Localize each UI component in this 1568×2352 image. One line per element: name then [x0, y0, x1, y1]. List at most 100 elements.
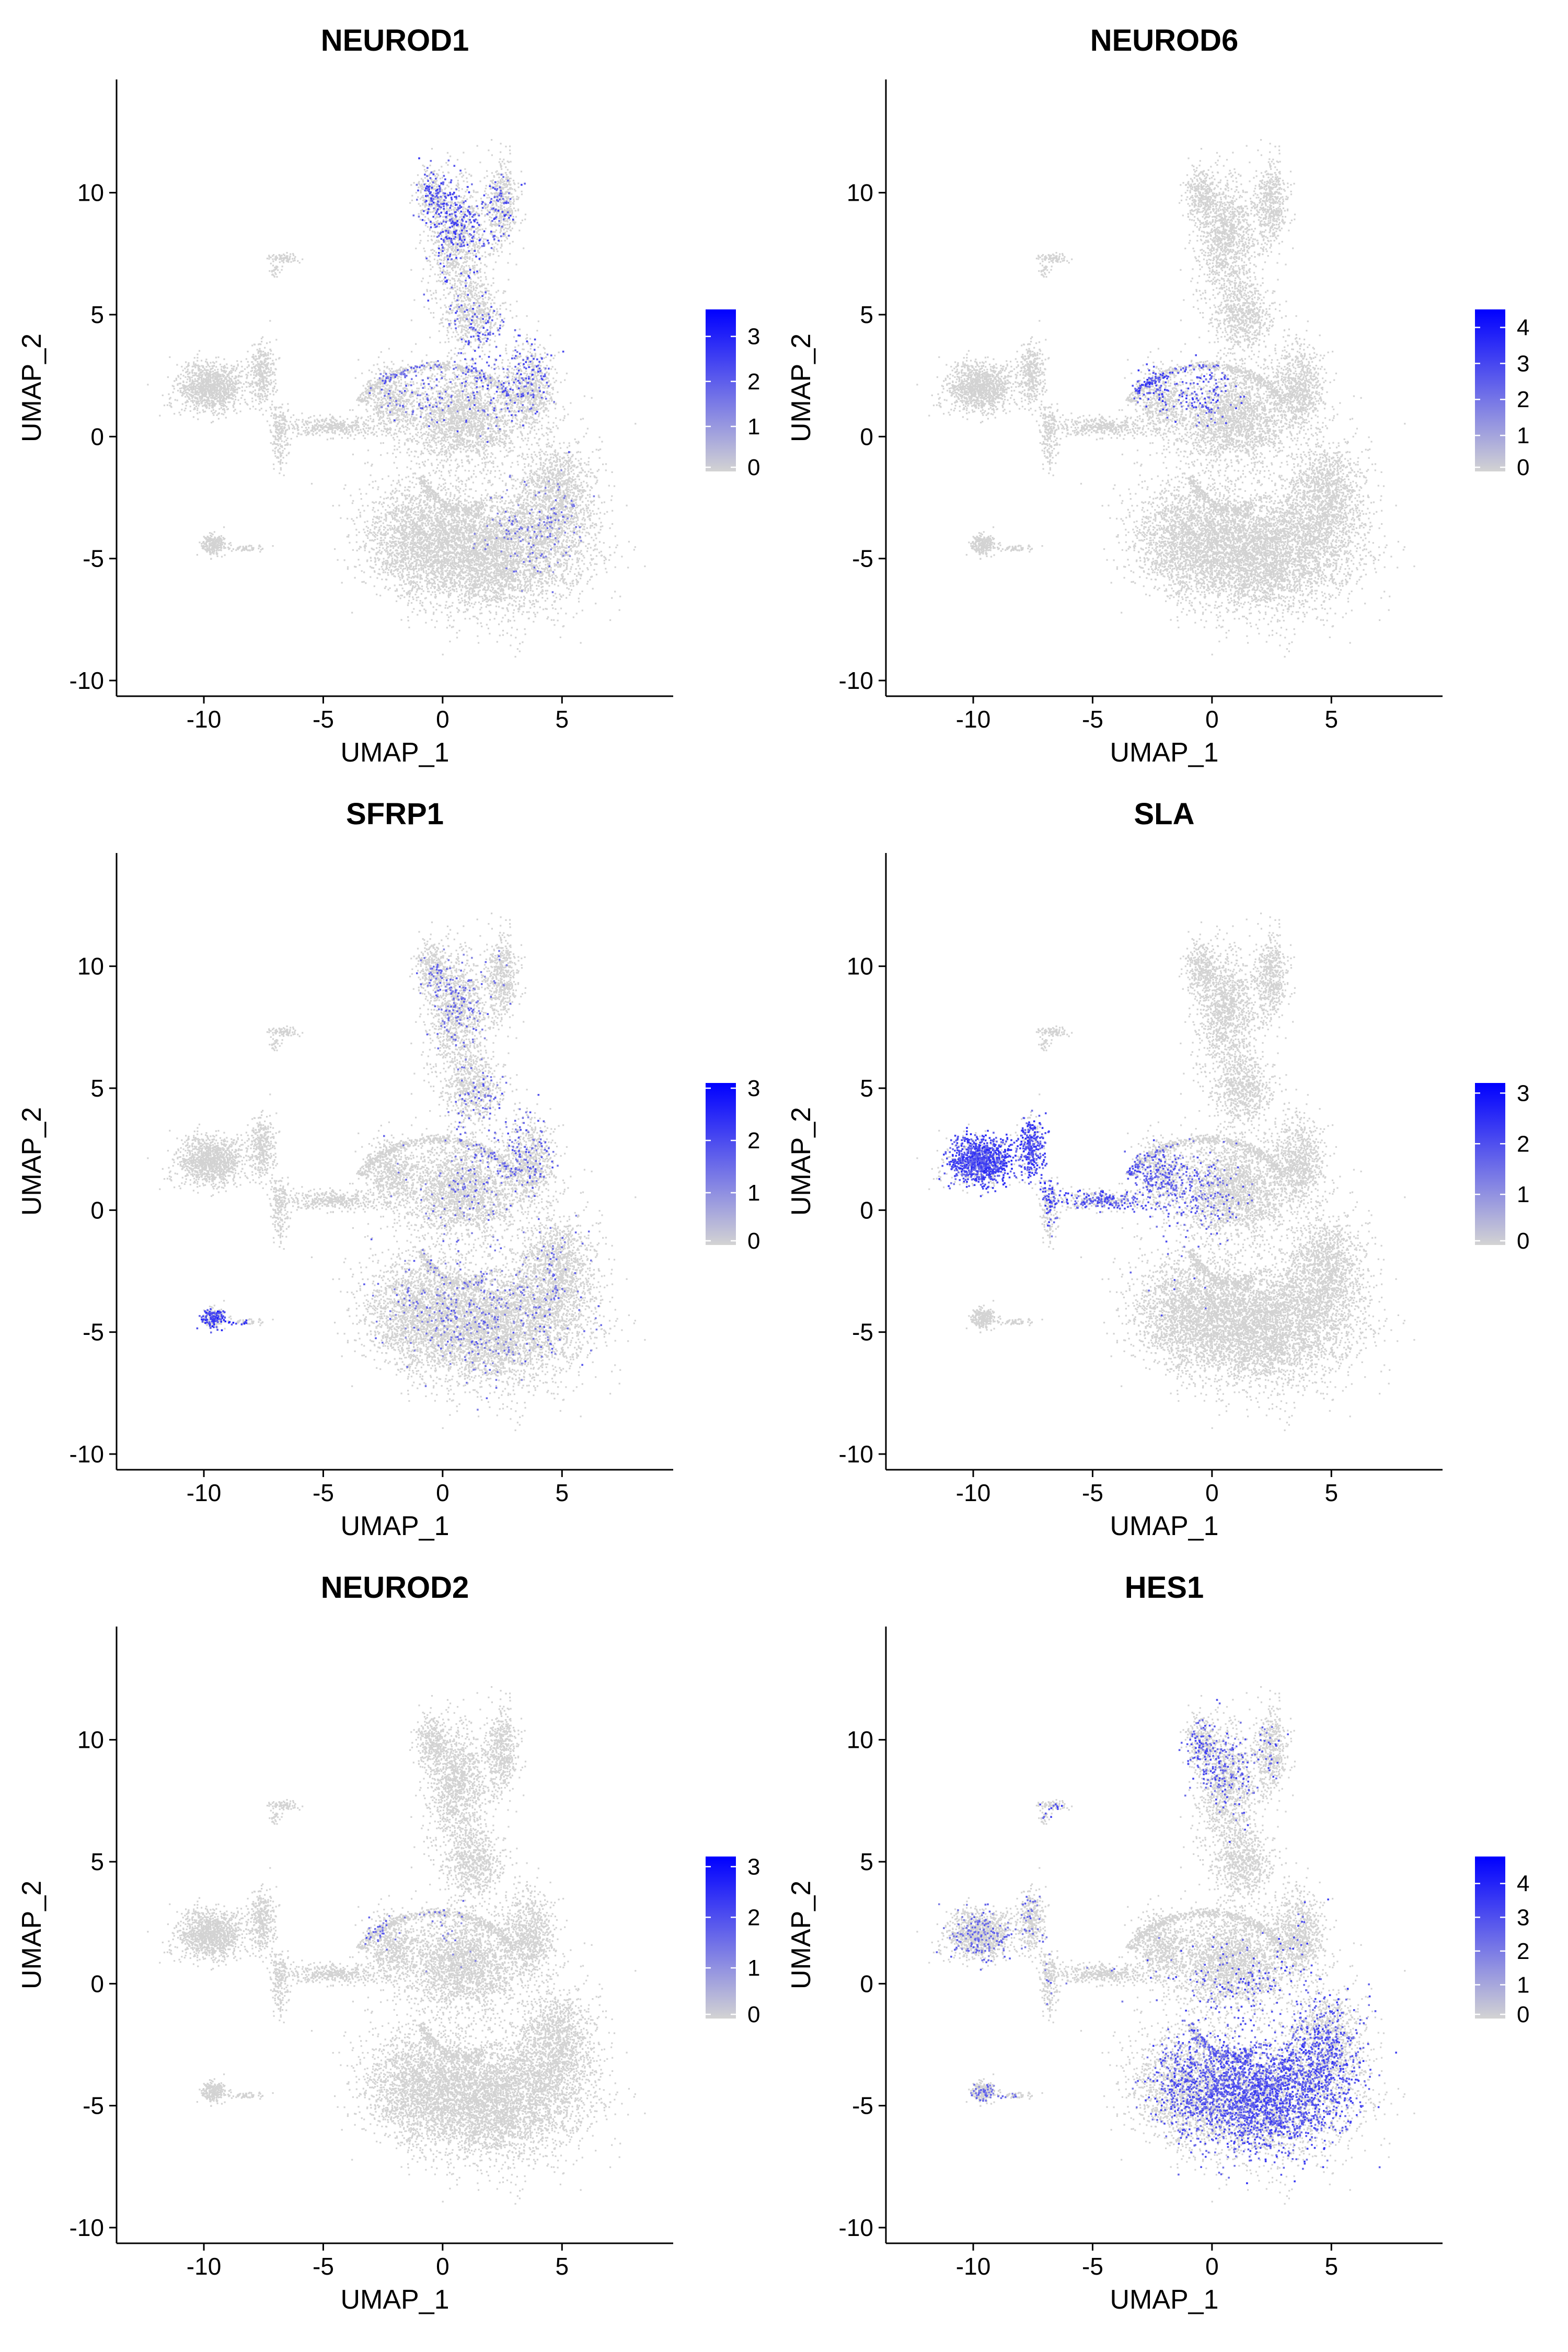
cell-point	[619, 609, 620, 611]
cell-point	[511, 549, 513, 550]
cell-point	[392, 566, 394, 567]
cell-point	[532, 584, 533, 586]
cell-point	[514, 596, 515, 597]
cell-point	[586, 527, 588, 529]
cell-point	[488, 628, 489, 629]
cell-point	[451, 605, 453, 607]
cell-point	[521, 584, 522, 586]
cell-point	[551, 582, 553, 584]
cell-point	[504, 615, 506, 616]
cell-point	[511, 533, 512, 534]
cell-point	[617, 545, 618, 546]
cell-point	[519, 559, 521, 560]
cell-point	[409, 581, 410, 583]
cell-point	[374, 585, 375, 587]
cell-point	[444, 548, 446, 549]
cell-point	[502, 630, 504, 631]
cell-point	[566, 545, 568, 546]
cell-point	[494, 505, 496, 506]
cell-point	[509, 563, 511, 565]
cell-point	[514, 620, 515, 621]
cell-point	[461, 524, 463, 525]
cell-point	[566, 539, 568, 541]
cell-point	[495, 492, 497, 493]
cell-point	[575, 550, 577, 552]
cell-point	[361, 570, 363, 572]
cell-point	[386, 565, 387, 567]
cell-point	[585, 535, 586, 536]
cell-point	[420, 569, 422, 571]
cell-point	[482, 598, 483, 599]
cell-point	[523, 599, 525, 601]
cell-point	[569, 527, 570, 529]
cell-point	[464, 549, 465, 551]
cell-point	[580, 550, 582, 551]
cell-point	[606, 571, 607, 573]
cell-point	[495, 495, 497, 497]
cell-point	[396, 590, 398, 592]
cell-point	[595, 603, 596, 604]
cell-point	[429, 583, 430, 584]
cell-point	[360, 512, 361, 513]
cell-point	[557, 620, 559, 621]
cell-point	[459, 630, 460, 631]
cell-point	[496, 501, 498, 503]
cell-point	[479, 596, 481, 597]
cell-point	[479, 609, 481, 610]
cell-point	[485, 592, 486, 593]
cell-point	[563, 562, 565, 563]
cell-point	[553, 556, 555, 558]
cell-point	[487, 604, 488, 606]
cell-point	[508, 541, 509, 543]
cell-point	[522, 495, 523, 497]
cell-point	[502, 518, 503, 520]
cell-point	[495, 612, 497, 613]
cell-point	[534, 606, 535, 607]
cell-point	[535, 616, 536, 617]
cell-point	[489, 595, 491, 597]
cell-point	[525, 589, 526, 591]
cell-point	[439, 547, 441, 549]
cell-point	[485, 466, 486, 468]
cell-point	[502, 544, 504, 546]
cell-point	[541, 593, 543, 595]
cell-point	[483, 509, 485, 510]
cell-point	[507, 569, 509, 570]
cell-point	[456, 607, 458, 609]
cell-point	[536, 486, 538, 488]
cell-point	[519, 510, 521, 512]
cell-point	[578, 565, 579, 567]
cell-point	[509, 568, 511, 570]
cell-point	[452, 500, 453, 501]
cell-point	[551, 536, 553, 537]
cell-point	[479, 534, 480, 536]
cell-point	[538, 585, 539, 587]
cell-point	[508, 621, 509, 622]
cell-point	[444, 589, 446, 591]
cell-point	[480, 518, 482, 520]
cell-point	[578, 539, 580, 541]
cell-point	[590, 547, 592, 548]
cell-point	[427, 531, 429, 532]
cell-point	[504, 599, 505, 601]
cell-point	[477, 636, 478, 637]
cell-point	[480, 603, 482, 605]
cell-point	[492, 531, 494, 533]
cell-point	[522, 523, 523, 525]
cell-point	[422, 602, 423, 604]
cell-point	[472, 518, 474, 520]
cell-point	[519, 605, 521, 607]
cell-point	[467, 546, 468, 547]
cell-point	[536, 564, 537, 566]
cell-point	[456, 591, 457, 592]
cell-point	[512, 488, 513, 489]
cell-point	[525, 570, 527, 571]
cell-point	[529, 534, 531, 536]
cell-point	[561, 596, 562, 597]
cell-point	[465, 618, 466, 619]
cell-point	[517, 596, 518, 598]
cell-point	[437, 571, 439, 573]
cell-point	[487, 482, 489, 483]
cell-point	[523, 527, 525, 528]
cell-point	[483, 580, 485, 581]
